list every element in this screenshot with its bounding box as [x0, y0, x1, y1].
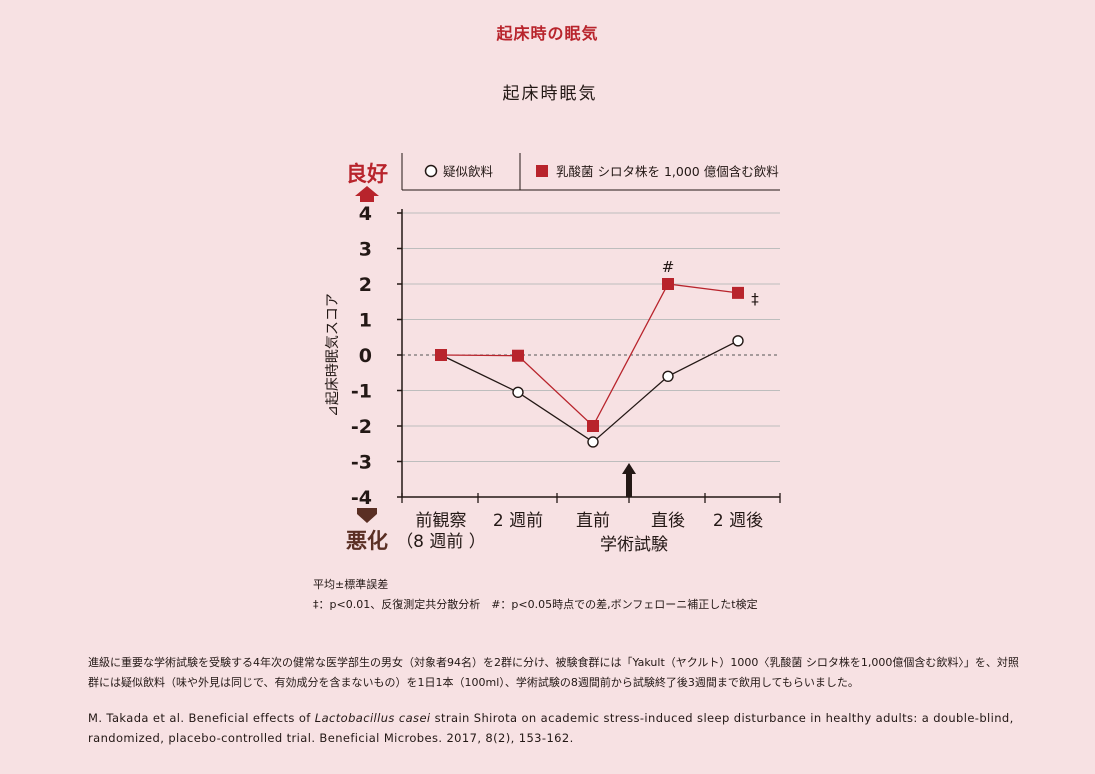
down-arrow-icon: [357, 508, 377, 523]
y-tick-label: 4: [359, 203, 372, 225]
x-tick-label: 2 週後: [713, 511, 763, 531]
x-tick-label: 直後: [651, 511, 685, 531]
y-tick-label: -1: [351, 381, 372, 403]
note-mean-se: 平均±標準誤差: [313, 578, 389, 591]
y-bottom-label: 悪化: [346, 529, 388, 553]
exam-arrow-icon: [622, 463, 636, 497]
study-description: 進級に重要な学術試験を受験する4年次の健常な医学部生の男女（対象者94名）を2群…: [88, 656, 1019, 689]
y-tick-label: 3: [359, 239, 372, 261]
x-tick-sublabel: （8 週前 ）: [396, 532, 486, 552]
citation: M. Takada et al. Beneficial effects of L…: [88, 708, 1028, 748]
x-tick-label: 前観察: [416, 511, 467, 531]
y-tick-label: -2: [351, 416, 372, 438]
data-point-probiotic: [587, 420, 599, 432]
citation-before: M. Takada et al. Beneficial effects of: [88, 711, 315, 725]
up-arrow-icon: [355, 186, 379, 202]
data-point-placebo: [587, 436, 599, 448]
chart-title: 起床時眠気: [502, 84, 598, 104]
legend-label-probiotic: 乳酸菌 シロタ株を 1,000 億個含む飲料: [556, 164, 779, 179]
y-tick-label: 2: [359, 274, 372, 296]
data-point-probiotic: [512, 349, 524, 362]
sleepiness-chart: 4 3 2 1 0 -1 -2 -3 -4 疑似飲料 乳酸菌 シロタ株を 1,000 億個含む飲料…: [325, 153, 781, 555]
y-top-label: 良好: [346, 162, 388, 186]
y-tick-label: 0: [359, 345, 372, 367]
data-point-placebo: [512, 386, 524, 398]
y-tick-label: 1: [359, 310, 372, 332]
data-point-placebo: [732, 335, 744, 347]
data-point-probiotic: [662, 278, 674, 290]
x-tick-label: 2 週前: [493, 511, 543, 531]
x-axis-label: 学術試験: [600, 535, 668, 555]
legend-circle-icon: [424, 164, 438, 178]
legend-square-icon: [536, 165, 548, 177]
x-tick-label: 直前: [576, 511, 610, 531]
y-axis-label: ⊿起床時眠気スコア: [325, 293, 341, 417]
citation-species: Lactobacillus casei: [314, 711, 431, 725]
data-point-placebo: [662, 370, 674, 382]
annotation-double-dagger: ‡: [751, 290, 759, 308]
data-point-probiotic: [732, 286, 744, 299]
y-tick-label: -3: [351, 452, 372, 474]
note-significance: ‡：p<0.01、反復測定共分散分析 #：p<0.05時点での差,ボンフェローニ…: [313, 598, 758, 611]
annotation-hash: #: [662, 258, 675, 276]
citation-after: strain Shirota on academic stress-induce…: [88, 711, 1014, 745]
page-heading: 起床時の眠気: [496, 24, 599, 43]
y-tick-label: -4: [351, 487, 372, 509]
legend-label-placebo: 疑似飲料: [443, 164, 494, 179]
data-point-probiotic: [435, 349, 447, 361]
